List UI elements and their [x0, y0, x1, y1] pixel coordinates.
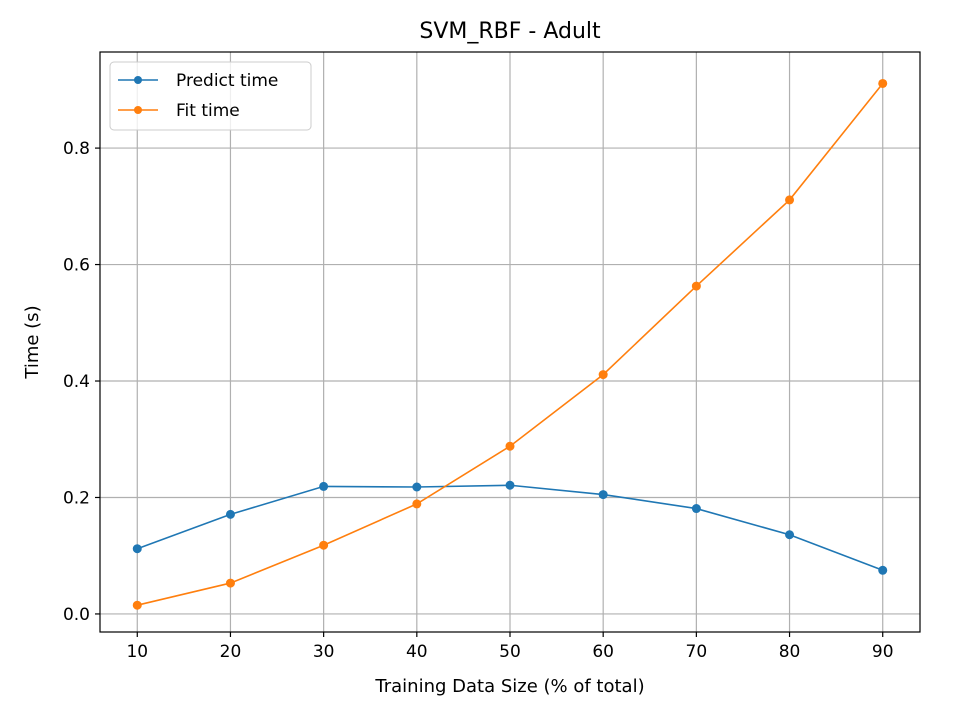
- legend-label-fit-time: Fit time: [176, 101, 240, 121]
- data-point-0-0: [132, 544, 142, 554]
- data-point-1-8: [878, 78, 888, 88]
- y-tick-label-3: 0.6: [63, 256, 90, 276]
- y-tick-label-2: 0.4: [63, 372, 90, 392]
- data-point-1-5: [598, 370, 608, 380]
- data-point-0-6: [691, 504, 701, 514]
- data-point-1-6: [691, 281, 701, 291]
- data-point-0-5: [598, 490, 608, 500]
- x-tick-label-7: 80: [779, 642, 801, 662]
- series-0: [132, 480, 888, 575]
- x-tick-label-3: 40: [406, 642, 428, 662]
- x-tick-label-2: 30: [313, 642, 335, 662]
- y-axis-label: Time (s): [22, 305, 43, 379]
- data-point-1-3: [412, 499, 422, 509]
- data-point-0-3: [412, 482, 422, 492]
- x-tick-label-0: 10: [126, 642, 148, 662]
- legend-marker-fit-time: [134, 106, 142, 114]
- legend-marker-predict-time: [134, 76, 142, 84]
- x-tick-label-6: 70: [686, 642, 708, 662]
- data-point-1-0: [132, 600, 142, 610]
- y-tick-label-0: 0.0: [63, 605, 90, 625]
- x-tick-label-4: 50: [499, 642, 521, 662]
- legend: Predict time Fit time: [109, 61, 312, 131]
- data-point-1-2: [319, 540, 329, 550]
- data-point-0-4: [505, 480, 515, 490]
- data-point-1-1: [225, 578, 235, 588]
- data-point-0-1: [225, 509, 235, 519]
- x-axis-label: Training Data Size (% of total): [374, 676, 644, 697]
- data-point-0-7: [785, 530, 795, 540]
- x-tick-label-1: 20: [220, 642, 242, 662]
- chart-title: SVM_RBF - Adult: [419, 19, 601, 44]
- legend-box: [109, 61, 312, 131]
- y-tick-label-1: 0.2: [63, 488, 90, 508]
- data-point-0-8: [878, 565, 888, 575]
- series-1: [132, 78, 888, 610]
- x-tick-label-8: 90: [872, 642, 894, 662]
- data-point-1-7: [785, 195, 795, 205]
- data-point-0-2: [319, 481, 329, 491]
- axis-ticks: 10 20 30 40 50 60 70 80 90 0.0 0.2 0.4 0.6 0.8: [63, 139, 894, 662]
- y-tick-label-4: 0.8: [63, 139, 90, 159]
- x-tick-label-5: 60: [592, 642, 614, 662]
- grid-lines: [100, 52, 920, 632]
- data-point-1-4: [505, 441, 515, 451]
- series-group: [132, 78, 888, 610]
- legend-label-predict-time: Predict time: [176, 71, 278, 91]
